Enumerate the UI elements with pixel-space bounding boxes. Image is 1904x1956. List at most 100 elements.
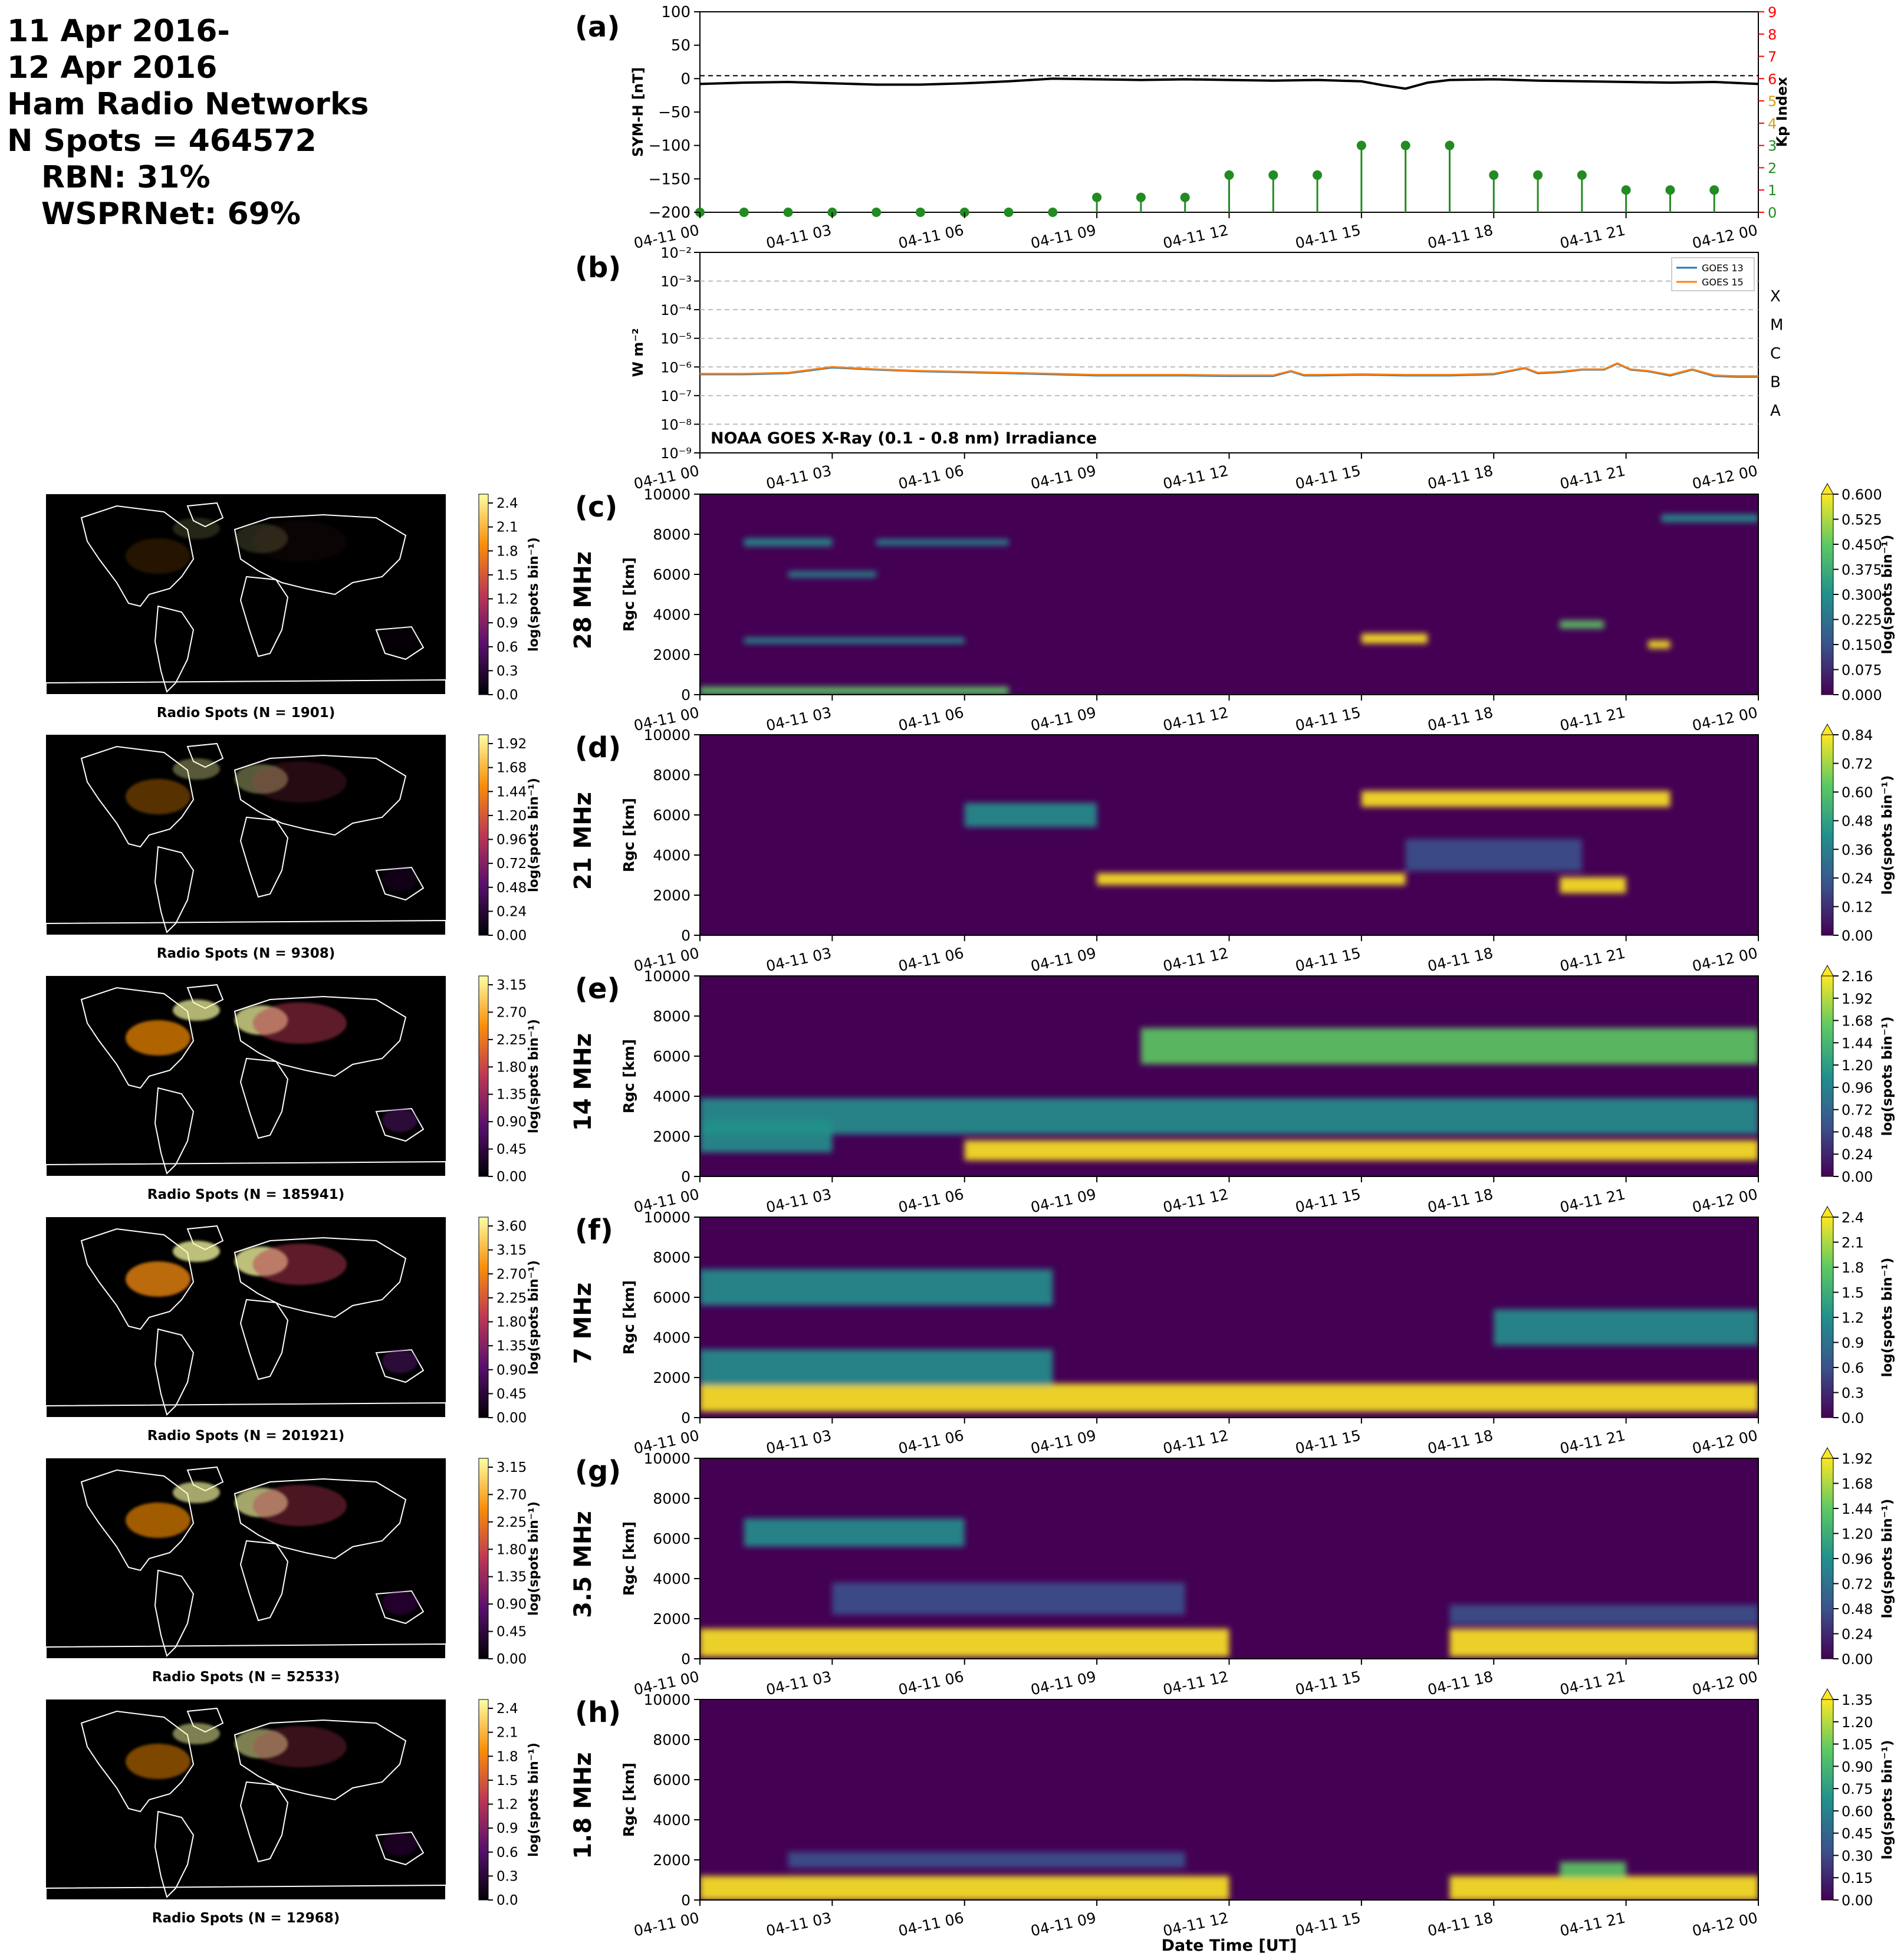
panel-b-xtick-label: 04-11 12 bbox=[1162, 462, 1230, 493]
goes-axis-label: W m⁻² bbox=[630, 328, 646, 377]
panel-f-xtick-label: 04-11 15 bbox=[1294, 1427, 1362, 1458]
spot-cluster bbox=[173, 1723, 220, 1744]
colorbar-label: log(spots bin⁻¹) bbox=[1880, 1740, 1895, 1860]
heatmap-ytick-label: 4000 bbox=[653, 847, 690, 864]
colorbar-tick-label: 0.00 bbox=[1841, 1169, 1873, 1185]
panel-a-xtick-label: 04-11 03 bbox=[765, 222, 833, 252]
panel-h-xtick-label: 04-11 12 bbox=[1162, 1909, 1230, 1940]
panel-a-xtick-label: 04-11 06 bbox=[897, 222, 965, 252]
colorbar bbox=[1821, 1458, 1834, 1659]
colorbar-tick-label: 1.92 bbox=[1841, 1451, 1873, 1467]
panel-d-heatmap: 10000 8000 6000 4000 2000 0 (d) 0.84 0.72 0.60 0.4… bbox=[46, 723, 1873, 961]
colorbar-label: log(spots bin⁻¹) bbox=[1880, 775, 1895, 895]
panel-e-ylabel: Rgc [km] bbox=[620, 1039, 637, 1113]
heatmap-region bbox=[700, 1120, 833, 1153]
heatmap-ytick-label: 2000 bbox=[653, 1369, 690, 1386]
kp-marker bbox=[1136, 192, 1146, 202]
heatmap-cells bbox=[700, 1028, 1758, 1161]
kp-axis-label: Kp Index bbox=[1774, 77, 1790, 147]
coastline bbox=[46, 679, 446, 695]
panel-e-heatmap: 10000 8000 6000 4000 2000 0 (e) 2.16 1.92 1.68 1.4… bbox=[46, 964, 1873, 1202]
panel-d-xtick-label: 04-11 03 bbox=[765, 945, 833, 975]
heatmap-ytick-label: 10000 bbox=[643, 968, 690, 985]
map-colorbar-label: log(spots bin⁻¹) bbox=[527, 537, 541, 652]
panel-c-xtick-label: 04-11 15 bbox=[1294, 704, 1362, 735]
map-caption: Radio Spots (N = 52533) bbox=[152, 1669, 340, 1685]
colorbar-tick-label: 0.9 bbox=[1841, 1335, 1864, 1352]
map-colorbar-tick-label: 2.70 bbox=[496, 1487, 527, 1503]
map-colorbar-tick-label: 1.5 bbox=[496, 1773, 518, 1789]
panel-f-xtick-label: 04-11 18 bbox=[1426, 1427, 1495, 1458]
panel-a-ytick-label: −150 bbox=[649, 170, 690, 188]
kp-marker bbox=[1356, 140, 1366, 150]
map-colorbar-tick-label: 0.0 bbox=[496, 688, 518, 703]
kp-marker bbox=[1577, 170, 1587, 180]
colorbar-tick-label: 0.60 bbox=[1841, 784, 1873, 801]
panel-h-xtick-label: 04-12 00 bbox=[1691, 1909, 1759, 1940]
panel-a-ytick-label: −100 bbox=[649, 137, 690, 155]
map-colorbar-tick-label: 1.2 bbox=[496, 592, 518, 607]
colorbar-tick-label: 0.72 bbox=[1841, 1102, 1873, 1119]
heatmap-region bbox=[700, 1876, 1229, 1900]
heatmap-ytick-label: 0 bbox=[681, 1892, 690, 1909]
spot-cluster bbox=[382, 1832, 417, 1856]
colorbar-label: log(spots bin⁻¹) bbox=[1880, 535, 1895, 655]
panel-b-xtick-label: 04-11 15 bbox=[1294, 462, 1362, 493]
heatmap-region bbox=[700, 686, 1009, 695]
panel-h-xtick-label: 04-11 21 bbox=[1558, 1909, 1627, 1940]
heatmap-ytick-label: 10000 bbox=[643, 1450, 690, 1467]
coastline bbox=[239, 1057, 289, 1139]
colorbar-tick-label: 0.24 bbox=[1841, 1626, 1873, 1643]
kp-ytick-label: 5 bbox=[1768, 93, 1777, 110]
spot-density bbox=[126, 518, 417, 650]
kp-marker bbox=[1665, 185, 1675, 195]
map-colorbar-tick-label: 3.60 bbox=[496, 1219, 527, 1234]
colorbar-extend-arrow bbox=[1821, 482, 1834, 495]
kp-marker bbox=[1092, 192, 1102, 202]
colorbar-tick-label: 0.72 bbox=[1841, 1576, 1873, 1593]
spot-density bbox=[126, 1000, 417, 1132]
spot-cluster bbox=[382, 867, 417, 891]
panel-b-ytick-label: 10⁻⁷ bbox=[660, 388, 692, 405]
heatmap-ytick-label: 4000 bbox=[653, 606, 690, 623]
map-colorbar-tick-label: 1.2 bbox=[496, 1797, 518, 1813]
map-colorbar-tick-label: 1.80 bbox=[496, 1060, 527, 1075]
kp-ytick-label: 6 bbox=[1768, 71, 1777, 87]
heatmap-ytick-label: 8000 bbox=[653, 767, 690, 784]
panel-d-xtick-label: 04-11 12 bbox=[1162, 945, 1230, 975]
map-colorbar-tick-label: 1.35 bbox=[496, 1339, 527, 1354]
heatmap-region bbox=[744, 1518, 965, 1547]
map-colorbar-tick-label: 1.8 bbox=[496, 544, 518, 559]
spot-density bbox=[126, 1241, 417, 1373]
coastline bbox=[234, 1719, 407, 1801]
heatmap-ytick-label: 4000 bbox=[653, 1570, 690, 1587]
coastline bbox=[80, 1710, 195, 1813]
map-colorbar-tick-label: 0.00 bbox=[496, 1169, 527, 1185]
panel-f-xtick-label: 04-11 06 bbox=[897, 1427, 965, 1458]
heatmap-ytick-label: 2000 bbox=[653, 646, 690, 663]
heatmap-ytick-label: 10000 bbox=[643, 1209, 690, 1226]
map-colorbar-label: log(spots bin⁻¹) bbox=[527, 1501, 541, 1616]
colorbar-tick-label: 1.05 bbox=[1841, 1737, 1873, 1753]
heatmap-region bbox=[700, 1269, 1053, 1306]
spot-cluster bbox=[252, 1726, 347, 1767]
spot-cluster bbox=[252, 761, 347, 803]
panel-h-xtick-label: 04-11 15 bbox=[1294, 1909, 1362, 1940]
panel-e-xtick-label: 04-11 06 bbox=[897, 1186, 965, 1217]
colorbar bbox=[1821, 975, 1834, 1177]
panel-g-xtick-label: 04-11 21 bbox=[1558, 1668, 1627, 1699]
map-colorbar-tick-label: 2.70 bbox=[496, 1267, 527, 1282]
spot-cluster bbox=[173, 1482, 220, 1503]
coastline bbox=[239, 1298, 289, 1380]
heatmap-region bbox=[832, 637, 965, 644]
panel-a-xtick-label: 04-11 09 bbox=[1029, 222, 1097, 252]
panel-h-band-label: 1.8 MHz bbox=[570, 1752, 597, 1859]
panel-b-xtick-label: 04-11 03 bbox=[765, 462, 833, 493]
colorbar-tick-label: 1.5 bbox=[1841, 1285, 1864, 1301]
map-caption: Radio Spots (N = 12968) bbox=[152, 1911, 340, 1926]
coastline bbox=[154, 1087, 195, 1175]
spot-density bbox=[126, 1482, 417, 1615]
panel-d-xtick-label: 04-11 21 bbox=[1558, 945, 1627, 975]
map-colorbar bbox=[478, 1699, 489, 1901]
heatmap-ytick-label: 4000 bbox=[653, 1812, 690, 1829]
